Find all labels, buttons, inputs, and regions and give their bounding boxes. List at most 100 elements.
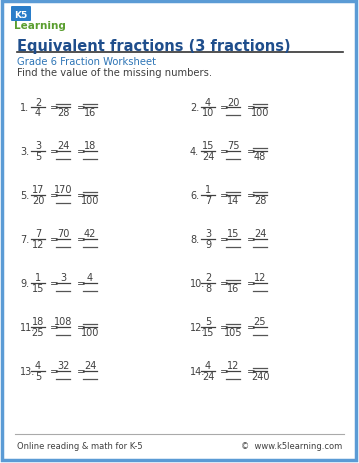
Text: 28: 28 xyxy=(57,108,69,118)
Text: 20: 20 xyxy=(32,196,44,206)
Text: =: = xyxy=(50,234,59,244)
Text: 14.: 14. xyxy=(190,366,205,376)
Text: 5: 5 xyxy=(35,152,41,162)
Text: 24: 24 xyxy=(84,361,96,371)
Text: 7: 7 xyxy=(205,196,211,206)
Text: K5: K5 xyxy=(14,11,28,20)
Text: 20: 20 xyxy=(227,97,239,107)
Text: 1: 1 xyxy=(205,185,211,195)
Text: 3: 3 xyxy=(205,229,211,239)
Text: =: = xyxy=(50,366,59,376)
Text: 48: 48 xyxy=(254,152,266,162)
Text: =: = xyxy=(50,147,59,156)
Text: 100: 100 xyxy=(81,328,99,338)
Text: =: = xyxy=(76,278,85,288)
Text: =: = xyxy=(220,366,228,376)
Text: =: = xyxy=(50,278,59,288)
Text: 2.: 2. xyxy=(190,103,199,113)
Text: 15: 15 xyxy=(227,229,239,239)
Text: =: = xyxy=(220,322,228,332)
Text: 5: 5 xyxy=(205,317,211,327)
Text: 7: 7 xyxy=(35,229,41,239)
Text: 3.: 3. xyxy=(20,147,29,156)
Text: Learning: Learning xyxy=(14,21,66,31)
Text: 11.: 11. xyxy=(20,322,35,332)
Text: 6.: 6. xyxy=(190,191,199,200)
Text: 14: 14 xyxy=(227,196,239,206)
Text: 5.: 5. xyxy=(20,191,29,200)
Text: =: = xyxy=(76,103,85,113)
Text: 8: 8 xyxy=(205,284,211,294)
Text: =: = xyxy=(220,278,228,288)
Text: 42: 42 xyxy=(84,229,96,239)
Text: 25: 25 xyxy=(32,328,44,338)
Text: =: = xyxy=(247,322,255,332)
Text: =: = xyxy=(50,191,59,200)
Text: 4: 4 xyxy=(87,273,93,283)
Text: 24: 24 xyxy=(254,229,266,239)
Text: =: = xyxy=(220,191,228,200)
Text: 8.: 8. xyxy=(190,234,199,244)
Text: =: = xyxy=(247,191,255,200)
Text: =: = xyxy=(76,191,85,200)
Text: 4: 4 xyxy=(35,108,41,118)
Text: 170: 170 xyxy=(54,185,72,195)
Text: 18: 18 xyxy=(84,141,96,151)
FancyBboxPatch shape xyxy=(11,7,31,22)
Text: 32: 32 xyxy=(57,361,69,371)
Text: 15: 15 xyxy=(202,328,214,338)
Text: Equivalent fractions (3 fractions): Equivalent fractions (3 fractions) xyxy=(17,38,291,53)
Text: Grade 6 Fraction Worksheet: Grade 6 Fraction Worksheet xyxy=(17,57,156,67)
Text: 17: 17 xyxy=(32,185,44,195)
Text: 24: 24 xyxy=(202,372,214,382)
Text: 12: 12 xyxy=(254,273,266,283)
Text: 7.: 7. xyxy=(20,234,29,244)
Text: =: = xyxy=(247,234,255,244)
Text: =: = xyxy=(76,322,85,332)
Text: =: = xyxy=(76,366,85,376)
Text: =: = xyxy=(220,103,228,113)
Text: 3: 3 xyxy=(60,273,66,283)
Text: 24: 24 xyxy=(57,141,69,151)
Text: 9: 9 xyxy=(205,240,211,250)
Text: =: = xyxy=(247,366,255,376)
Text: 9.: 9. xyxy=(20,278,29,288)
Text: 13.: 13. xyxy=(20,366,35,376)
Text: 15: 15 xyxy=(32,284,44,294)
Text: Find the value of the missing numbers.: Find the value of the missing numbers. xyxy=(17,68,212,78)
Text: 18: 18 xyxy=(32,317,44,327)
Text: 12: 12 xyxy=(227,361,239,371)
Text: 10.: 10. xyxy=(190,278,205,288)
Text: 25: 25 xyxy=(254,317,266,327)
Text: 3: 3 xyxy=(35,141,41,151)
Text: =: = xyxy=(50,322,59,332)
Text: 100: 100 xyxy=(251,108,269,118)
Text: =: = xyxy=(247,103,255,113)
Text: =: = xyxy=(220,147,228,156)
Text: 15: 15 xyxy=(202,141,214,151)
Text: =: = xyxy=(247,278,255,288)
Text: =: = xyxy=(76,147,85,156)
Text: 4: 4 xyxy=(205,97,211,107)
Text: 4: 4 xyxy=(35,361,41,371)
Text: 12: 12 xyxy=(32,240,44,250)
Text: 12.: 12. xyxy=(190,322,205,332)
Text: 1: 1 xyxy=(35,273,41,283)
Text: 2: 2 xyxy=(35,97,41,107)
Text: 70: 70 xyxy=(57,229,69,239)
Text: 4: 4 xyxy=(205,361,211,371)
Text: 108: 108 xyxy=(54,317,72,327)
Text: 5: 5 xyxy=(35,372,41,382)
Text: Online reading & math for K-5: Online reading & math for K-5 xyxy=(17,442,143,450)
Text: 100: 100 xyxy=(81,196,99,206)
Text: 4.: 4. xyxy=(190,147,199,156)
Text: 24: 24 xyxy=(202,152,214,162)
Text: =: = xyxy=(76,234,85,244)
Text: ©  www.k5learning.com: © www.k5learning.com xyxy=(241,442,342,450)
Text: =: = xyxy=(247,147,255,156)
Text: =: = xyxy=(220,234,228,244)
Text: 16: 16 xyxy=(227,284,239,294)
Text: 75: 75 xyxy=(227,141,239,151)
Text: 240: 240 xyxy=(251,372,269,382)
Text: 10: 10 xyxy=(202,108,214,118)
